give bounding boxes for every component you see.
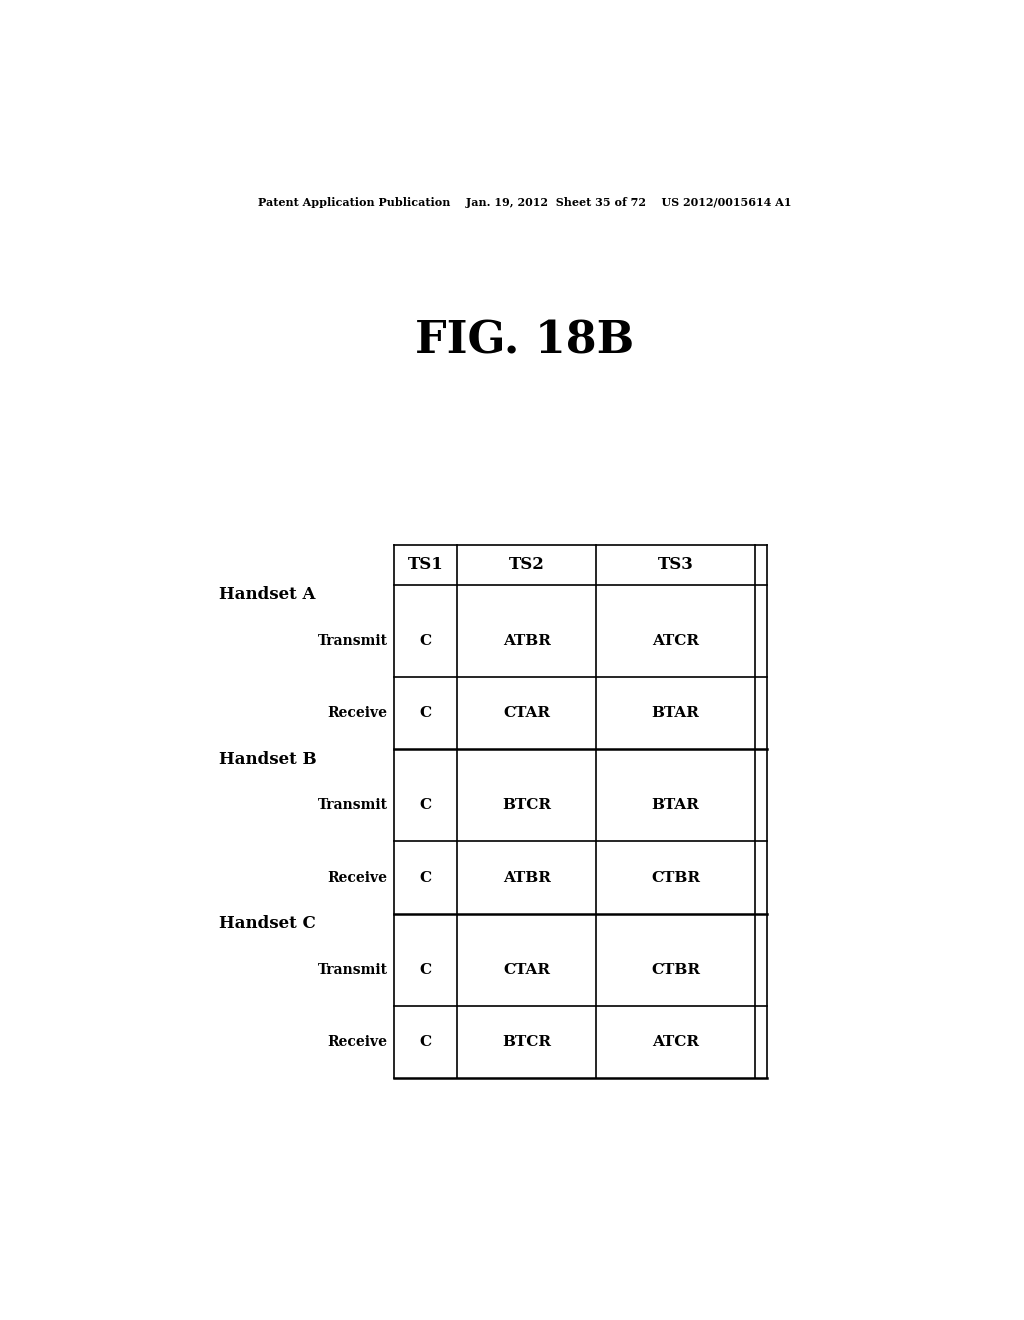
Text: ATBR: ATBR	[503, 634, 551, 648]
Text: CTAR: CTAR	[503, 706, 550, 719]
Text: BTCR: BTCR	[503, 1035, 551, 1049]
Text: C: C	[420, 706, 432, 719]
Text: Handset B: Handset B	[219, 751, 316, 767]
Text: TS3: TS3	[657, 556, 693, 573]
Text: C: C	[420, 870, 432, 884]
Text: C: C	[420, 799, 432, 812]
Text: CTBR: CTBR	[651, 870, 700, 884]
Text: BTAR: BTAR	[651, 706, 699, 719]
Text: Transmit: Transmit	[317, 634, 387, 648]
Text: BTCR: BTCR	[503, 799, 551, 812]
Text: TS2: TS2	[509, 556, 545, 573]
Text: Handset C: Handset C	[219, 915, 316, 932]
Text: Transmit: Transmit	[317, 799, 387, 812]
Text: Receive: Receive	[328, 706, 387, 719]
Text: C: C	[420, 962, 432, 977]
Text: TS1: TS1	[408, 556, 443, 573]
Text: C: C	[420, 1035, 432, 1049]
Text: ATCR: ATCR	[652, 634, 699, 648]
Text: BTAR: BTAR	[651, 799, 699, 812]
Text: ATBR: ATBR	[503, 870, 551, 884]
Text: Patent Application Publication    Jan. 19, 2012  Sheet 35 of 72    US 2012/00156: Patent Application Publication Jan. 19, …	[258, 197, 792, 207]
Text: Transmit: Transmit	[317, 962, 387, 977]
Text: C: C	[420, 634, 432, 648]
Text: FIG. 18B: FIG. 18B	[415, 319, 635, 363]
Text: Receive: Receive	[328, 870, 387, 884]
Text: Receive: Receive	[328, 1035, 387, 1049]
Text: Handset A: Handset A	[219, 586, 315, 603]
Text: ATCR: ATCR	[652, 1035, 699, 1049]
Text: CTAR: CTAR	[503, 962, 550, 977]
Text: CTBR: CTBR	[651, 962, 700, 977]
